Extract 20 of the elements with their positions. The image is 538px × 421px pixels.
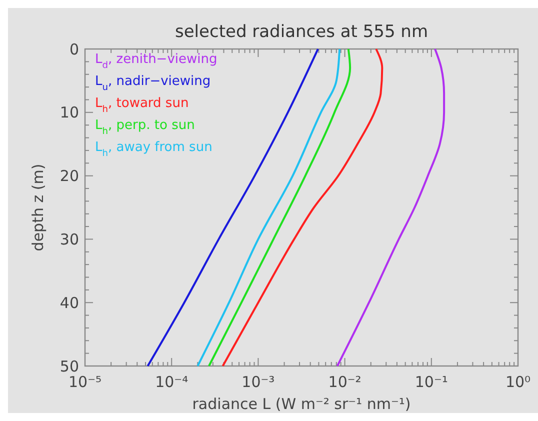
x-tick-label: 10⁻⁵ — [68, 373, 102, 391]
y-tick-label: 30 — [60, 230, 79, 248]
chart-title: selected radiances at 555 nm — [174, 22, 428, 42]
x-axis-title: radiance L (W m⁻² sr⁻¹ nm⁻¹) — [192, 395, 411, 413]
x-tick-label: 10⁻² — [328, 373, 362, 391]
y-tick-label: 40 — [60, 294, 79, 312]
x-tick-label: 10⁻⁴ — [155, 373, 188, 391]
x-tick-label: 10⁻³ — [242, 373, 275, 391]
text: L$_{h}$, away from sun — [95, 140, 212, 159]
x-tick-label: 10⁻¹ — [414, 373, 448, 391]
text: L$_{h}$, toward sun — [95, 96, 189, 115]
y-tick-label: 20 — [60, 167, 79, 186]
y-axis-title: depth z (m) — [29, 164, 47, 252]
y-tick-label: 10 — [60, 104, 79, 122]
x-tick-label: 10⁰ — [505, 373, 531, 391]
y-tick-label: 50 — [60, 357, 79, 376]
text: L$_{d}$, zenith−viewing — [95, 52, 218, 71]
text: L$_{u}$, nadir−viewing — [95, 74, 211, 93]
y-tick-label: 0 — [69, 40, 79, 58]
text: L$_{h}$, perp. to sun — [95, 118, 195, 137]
